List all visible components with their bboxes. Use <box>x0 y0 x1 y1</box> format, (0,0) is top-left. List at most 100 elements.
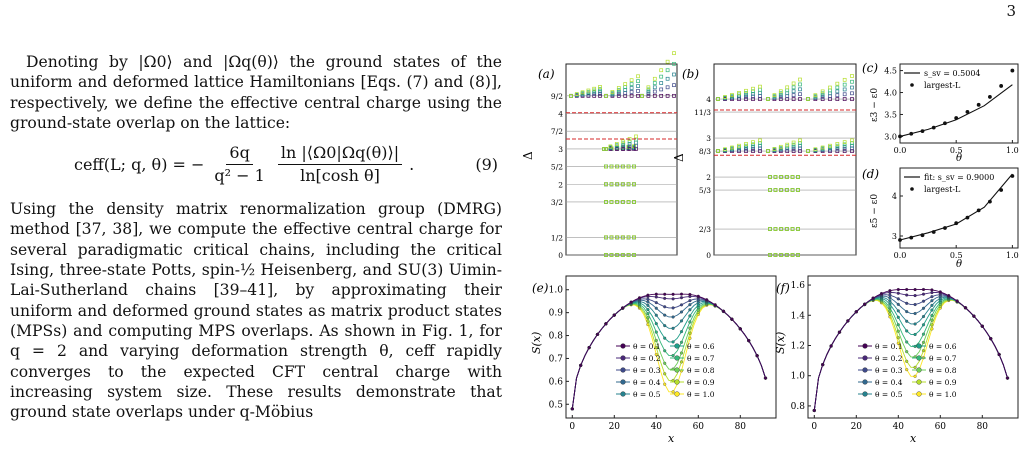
entropy-point <box>671 315 675 319</box>
entropy-point <box>763 376 768 380</box>
ytick-label: 3.5 <box>884 110 897 119</box>
level-marker <box>820 145 825 150</box>
level-marker <box>672 83 676 88</box>
entropy-point <box>654 313 658 317</box>
entropy-point <box>688 303 692 307</box>
level-marker <box>609 200 614 204</box>
entropy-point <box>679 303 684 307</box>
xtick-label: 0.5 <box>950 146 963 155</box>
panel-c-legend: s_sv = 0.5004 largest-L <box>904 69 981 90</box>
entropy-point <box>738 327 742 331</box>
level-marker <box>784 253 789 257</box>
level-marker <box>608 144 613 149</box>
panel-e-xlabel: x <box>668 432 675 445</box>
level-marker <box>636 89 640 93</box>
level-marker <box>778 91 783 96</box>
level-marker <box>716 97 720 101</box>
level-marker <box>744 142 748 146</box>
legend-swatch-dot <box>916 343 922 349</box>
level-marker <box>842 92 847 97</box>
legend-label: θ = 0.8 <box>929 366 957 375</box>
entropy-point <box>688 326 692 330</box>
xtick-label: 0.0 <box>894 146 907 155</box>
level-marker <box>842 149 847 153</box>
entropy-point <box>854 310 858 314</box>
level-marker <box>850 74 854 78</box>
entropy-point <box>921 340 926 344</box>
level-marker <box>778 89 783 94</box>
entropy-point <box>913 365 917 369</box>
entropy-point <box>646 307 650 312</box>
entropy-point <box>646 293 650 297</box>
legend-swatch-dot <box>674 355 680 361</box>
level-marker <box>828 85 832 90</box>
ytick-label: 7/2 <box>551 127 563 136</box>
ytick-label: 0.8 <box>549 332 564 342</box>
level-marker <box>820 93 825 98</box>
level-marker <box>842 142 847 147</box>
legend-label: θ = 0.6 <box>687 342 715 351</box>
level-marker <box>616 92 621 96</box>
fit-line <box>899 84 1013 137</box>
panel-d-xlabel: θ <box>956 259 962 270</box>
entropy-point <box>671 292 675 296</box>
entropy-point <box>671 306 675 310</box>
legend-label: θ = 1.0 <box>929 390 957 399</box>
level-marker <box>659 68 664 73</box>
entropy-point <box>997 352 1001 357</box>
entropy-point <box>663 336 667 340</box>
legend-label: θ = 0.6 <box>929 342 957 351</box>
level-marker <box>646 85 651 90</box>
entropy-curve <box>571 303 766 409</box>
legend-label: θ = 0.2 <box>875 354 903 363</box>
data-point <box>898 238 902 242</box>
legend-swatch-dot <box>620 355 626 361</box>
level-marker <box>791 147 796 151</box>
xtick-label: 0.0 <box>894 251 907 260</box>
level-marker <box>791 142 796 147</box>
entropy-point <box>879 291 884 296</box>
ytick-label: 3.0 <box>884 132 897 141</box>
level-marker <box>646 91 651 96</box>
entropy-point <box>654 345 658 350</box>
entropy-point <box>646 297 650 301</box>
data-point <box>999 188 1004 192</box>
level-marker <box>626 200 631 204</box>
entropy-point <box>921 332 926 336</box>
ytick-label: 0 <box>706 251 711 260</box>
level-marker <box>772 147 777 151</box>
level-marker <box>820 95 825 100</box>
level-marker <box>768 227 772 231</box>
panel-e-ylabel: S(x) <box>530 332 543 354</box>
level-marker <box>751 97 755 101</box>
entropy-point <box>671 353 675 358</box>
level-marker <box>604 200 608 204</box>
entropy-point <box>980 324 984 328</box>
level-marker <box>850 79 854 84</box>
level-marker <box>621 147 626 151</box>
level-marker <box>665 93 670 98</box>
data-point <box>931 230 936 234</box>
level-marker <box>574 92 579 96</box>
level-marker <box>629 90 634 94</box>
panel-b: (b) Δ 0 2/3 5/3 2 8/3 3 11/3 4 <box>672 63 857 260</box>
level-marker <box>652 76 657 81</box>
entropy-point <box>905 359 909 363</box>
legend-swatch-dot <box>620 391 626 397</box>
panel-c-frame <box>899 63 1019 144</box>
entropy-point <box>629 300 633 304</box>
level-marker <box>791 149 796 153</box>
level-marker <box>790 188 795 192</box>
level-marker <box>569 93 573 98</box>
entropy-point <box>846 319 850 323</box>
level-marker <box>751 94 755 99</box>
level-marker <box>609 182 614 187</box>
level-marker <box>610 92 615 96</box>
legend-swatch-dot <box>674 391 680 397</box>
level-marker <box>798 82 802 87</box>
entropy-point <box>812 408 816 412</box>
entropy-point <box>913 322 917 326</box>
level-marker <box>772 95 777 99</box>
panel-f-label: (f) <box>776 281 790 295</box>
level-marker <box>820 89 825 94</box>
